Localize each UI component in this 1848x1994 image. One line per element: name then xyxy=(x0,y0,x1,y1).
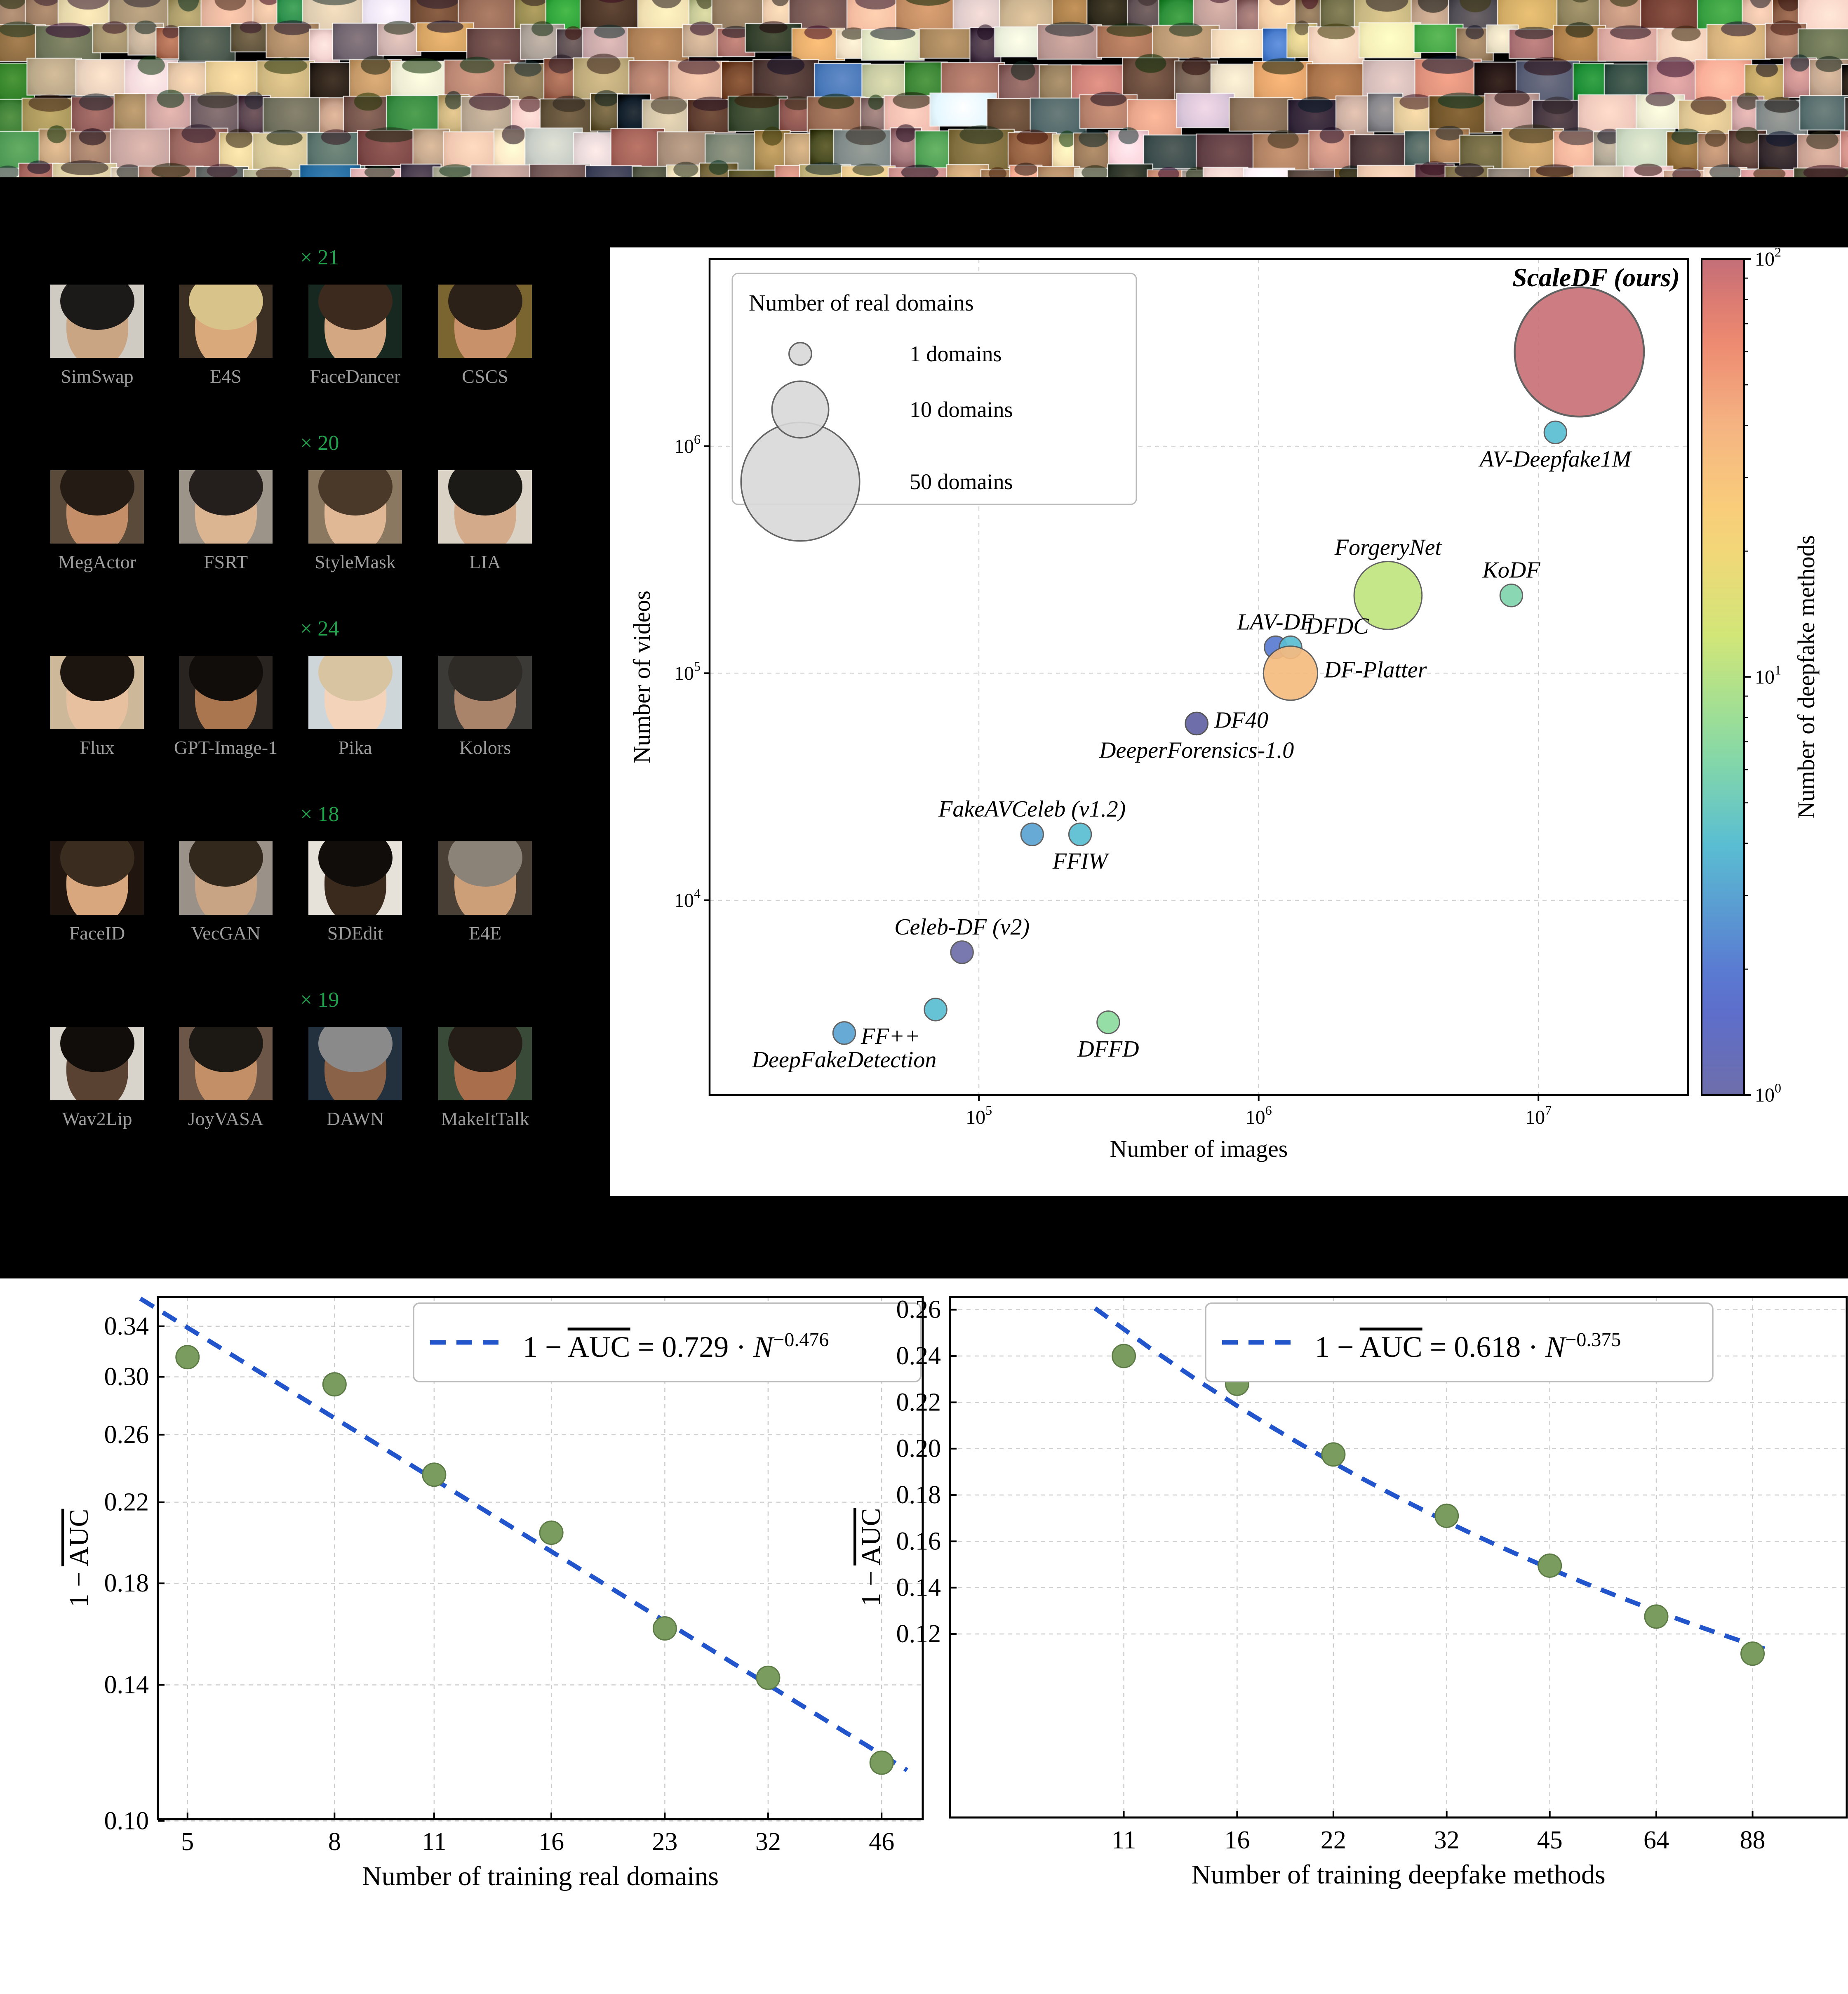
svg-text:0.18: 0.18 xyxy=(896,1481,941,1509)
svg-text:11: 11 xyxy=(1112,1826,1136,1854)
svg-text:8: 8 xyxy=(328,1828,341,1856)
svg-text:0.20: 0.20 xyxy=(896,1435,941,1463)
svg-text:DeepFakeDetection: DeepFakeDetection xyxy=(752,1047,937,1073)
svg-text:23: 23 xyxy=(652,1828,677,1856)
svg-text:0.22: 0.22 xyxy=(896,1388,941,1416)
svg-text:0.10: 0.10 xyxy=(104,1807,149,1835)
svg-text:Celeb-DF (v2): Celeb-DF (v2) xyxy=(894,914,1030,940)
svg-text:0.16: 0.16 xyxy=(896,1527,941,1555)
svg-text:16: 16 xyxy=(538,1828,564,1856)
svg-text:Number of deepfake methods: Number of deepfake methods xyxy=(1793,535,1820,819)
svg-text:22: 22 xyxy=(1321,1826,1346,1854)
svg-text:ForgeryNet: ForgeryNet xyxy=(1334,534,1442,560)
svg-text:0.12: 0.12 xyxy=(896,1620,941,1648)
svg-text:45: 45 xyxy=(1537,1826,1563,1854)
svg-text:AV-Deepfake1M: AV-Deepfake1M xyxy=(1478,447,1633,472)
svg-text:Number of images: Number of images xyxy=(1110,1135,1288,1162)
svg-text:0.18: 0.18 xyxy=(104,1569,149,1597)
svg-text:0.24: 0.24 xyxy=(896,1342,941,1370)
svg-text:1 − AUC: 1 − AUC xyxy=(64,1509,94,1608)
svg-text:5: 5 xyxy=(181,1828,194,1856)
svg-text:DeeperForensics-1.0: DeeperForensics-1.0 xyxy=(1099,738,1294,763)
svg-text:0.30: 0.30 xyxy=(104,1363,149,1391)
svg-text:32: 32 xyxy=(1434,1826,1460,1854)
svg-text:0.14: 0.14 xyxy=(896,1574,941,1602)
svg-text:DF-Platter: DF-Platter xyxy=(1324,657,1427,683)
svg-text:10 domains: 10 domains xyxy=(910,397,1013,422)
svg-text:0.22: 0.22 xyxy=(104,1488,149,1516)
svg-text:FF++: FF++ xyxy=(861,1024,920,1049)
svg-text:0.14: 0.14 xyxy=(104,1671,149,1699)
svg-text:1 domains: 1 domains xyxy=(910,341,1002,366)
svg-text:0.26: 0.26 xyxy=(104,1421,149,1449)
svg-text:0.26: 0.26 xyxy=(896,1296,941,1324)
svg-text:KoDF: KoDF xyxy=(1482,558,1540,583)
svg-text:Number of real domains: Number of real domains xyxy=(749,290,974,316)
svg-text:Number of training real domain: Number of training real domains xyxy=(362,1861,719,1891)
svg-text:16: 16 xyxy=(1224,1826,1250,1854)
svg-text:LAV-DF: LAV-DF xyxy=(1237,609,1314,635)
svg-text:0.34: 0.34 xyxy=(104,1312,149,1340)
svg-text:88: 88 xyxy=(1740,1826,1766,1854)
svg-text:1 − AUC: 1 − AUC xyxy=(856,1508,886,1607)
svg-text:Number of training deepfake me: Number of training deepfake methods xyxy=(1191,1860,1605,1890)
svg-text:46: 46 xyxy=(869,1828,894,1856)
svg-text:11: 11 xyxy=(422,1828,447,1856)
svg-text:64: 64 xyxy=(1643,1826,1669,1854)
svg-text:50 domains: 50 domains xyxy=(910,469,1013,494)
svg-text:FFIW: FFIW xyxy=(1052,848,1110,874)
svg-text:ScaleDF (ours): ScaleDF (ours) xyxy=(1512,263,1680,292)
svg-text:DFDC: DFDC xyxy=(1305,613,1369,639)
svg-text:DF40: DF40 xyxy=(1214,707,1268,733)
svg-text:32: 32 xyxy=(755,1828,781,1856)
svg-text:FakeAVCeleb (v1.2): FakeAVCeleb (v1.2) xyxy=(938,796,1126,822)
svg-text:Number of videos: Number of videos xyxy=(628,591,655,763)
svg-text:DFFD: DFFD xyxy=(1077,1036,1139,1062)
